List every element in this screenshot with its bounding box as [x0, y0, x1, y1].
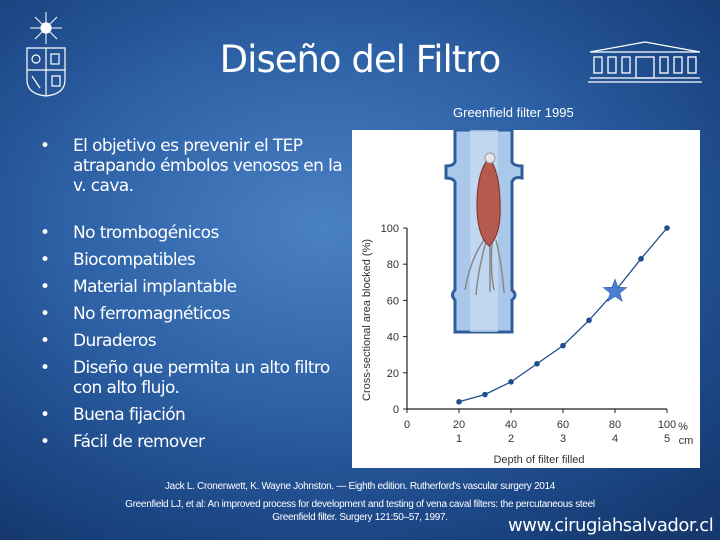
data-point: [664, 225, 670, 231]
data-point: [482, 391, 488, 398]
y-tick-label: 100: [381, 223, 399, 235]
hospital-building-logo: [588, 41, 702, 83]
chart-figure: 0 20 40 60 80 100 0 20 1 40 2 60 3 80 4 100 5 Cross-sect…: [352, 128, 700, 468]
website-url: www.cirugiahsalvador.cl: [508, 515, 714, 536]
x-axis-label: Depth of filter filled: [493, 454, 584, 466]
bullet-item: No ferromagnéticos: [40, 304, 350, 324]
bullet-item: Material implantable: [40, 277, 350, 297]
y-tick-label: 20: [387, 368, 399, 380]
data-point: [534, 360, 540, 367]
bullet-item: No trombogénicos: [40, 223, 350, 243]
x-tick-label: 40: [505, 419, 517, 431]
x-unit-cm: cm: [679, 435, 694, 447]
x-tick-label: 80: [609, 419, 621, 431]
y-axis-label: Cross-sectional area blocked (%): [361, 239, 373, 401]
reference-3: Greenfield filter. Surgery 121:50–57, 19…: [272, 512, 448, 523]
reference-2: Greenfield LJ, et al: An improved proces…: [125, 499, 595, 510]
y-tick-label: 40: [387, 332, 399, 344]
data-point: [456, 398, 462, 405]
vena-cava-illustration: [444, 128, 524, 334]
bullet-item: El objetivo es prevenir el TEP atrapando…: [40, 136, 350, 196]
x-tick-label: 0: [404, 419, 410, 431]
reference-1: Jack L. Cronenwett, K. Wayne Johnston. —…: [164, 481, 555, 492]
bullet-item: Diseño que permita un alto filtro con al…: [40, 358, 350, 398]
y-tick-label: 0: [393, 404, 399, 416]
bullet-item: Biocompatibles: [40, 250, 350, 270]
x-tick-label: 20: [453, 419, 465, 431]
bullet-item: Buena fijación: [40, 405, 350, 425]
data-point: [560, 342, 566, 349]
data-point: [586, 317, 592, 324]
bullet-item: Fácil de remover: [40, 432, 350, 452]
y-tick-label: 80: [387, 259, 399, 271]
y-tick-label: 60: [387, 295, 399, 307]
x-tick-label: 100: [658, 419, 676, 431]
x-tick-label: 60: [557, 419, 569, 431]
bullet-item: Duraderos: [40, 331, 350, 351]
data-point: [638, 255, 644, 262]
image-caption: Greenfield filter 1995: [453, 105, 574, 120]
data-point: [508, 379, 514, 385]
bullet-list: El objetivo es prevenir el TEP atrapando…: [40, 136, 350, 452]
x-tick-label-cm: 3: [560, 433, 566, 445]
x-unit-pct: %: [678, 421, 688, 433]
x-tick-label-cm: 4: [612, 433, 618, 445]
x-tick-label-cm: 2: [508, 433, 514, 445]
x-tick-label-cm: 1: [456, 433, 462, 445]
x-tick-label-cm: 5: [664, 433, 670, 445]
chart-svg: 0 20 40 60 80 100 0 20 1 40 2 60 3 80 4 100 5 Cross-sect…: [361, 128, 694, 466]
slide-title: Diseño del Filtro: [219, 38, 502, 81]
university-crest-logo: [26, 12, 66, 97]
highlight-star-marker: [602, 278, 628, 302]
